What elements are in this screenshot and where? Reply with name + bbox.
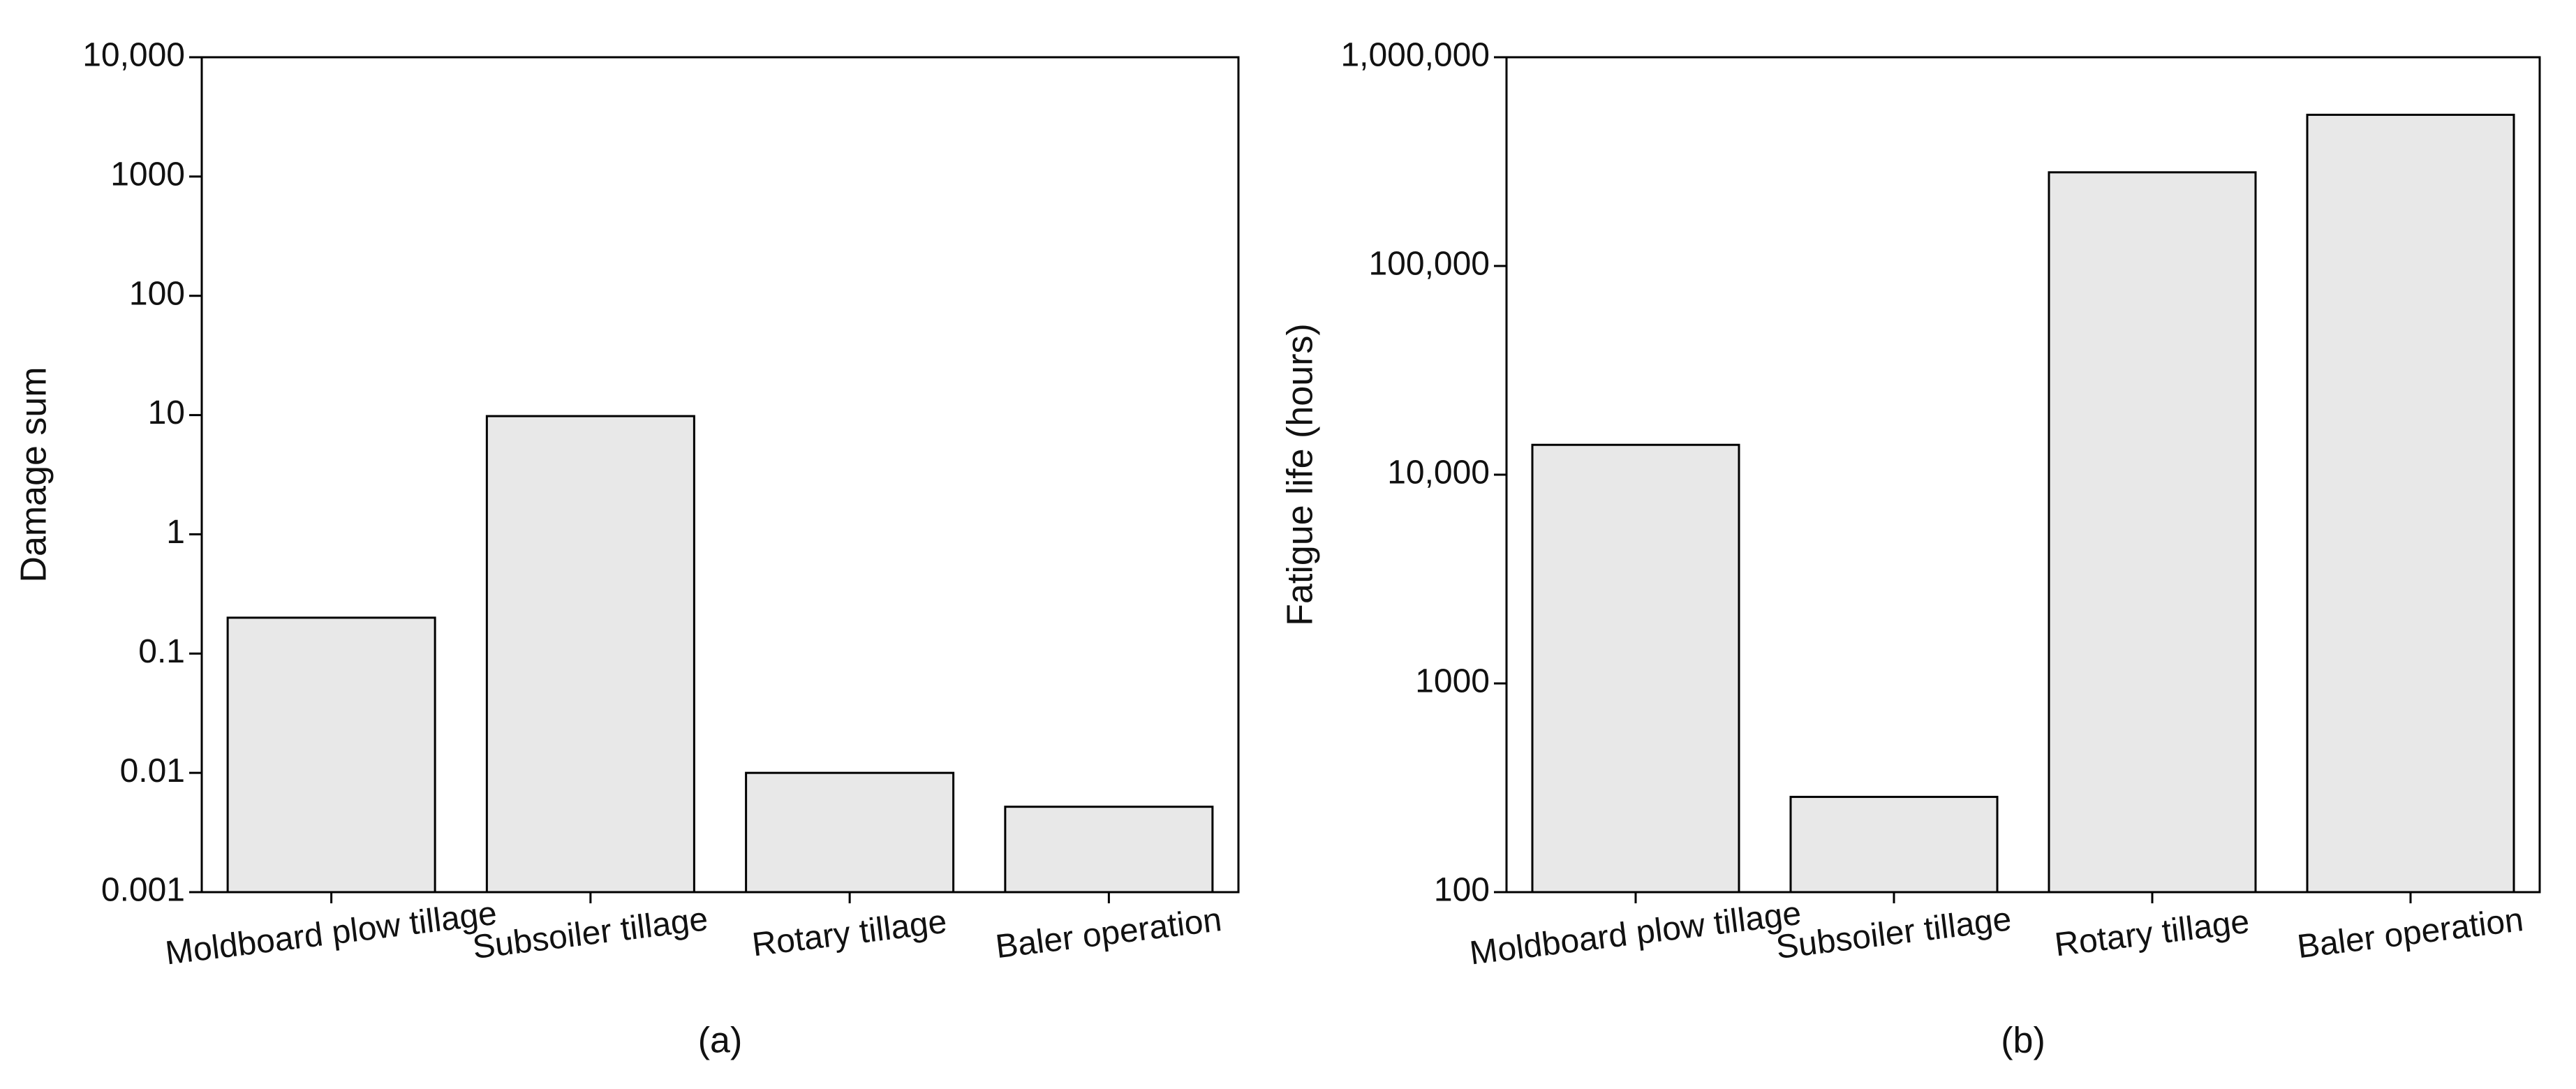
y-tick-label: 10,000: [82, 37, 185, 74]
y-tick-label: 10,000: [1387, 454, 1490, 491]
x-tick-label: Rotary tillage: [2052, 903, 2251, 964]
y-tick-label: 1,000,000: [1340, 37, 1490, 74]
y-tick-label: 1000: [1415, 663, 1490, 700]
y-tick-label: 100: [1434, 872, 1490, 909]
y-tick-label: 10: [148, 394, 185, 431]
plot-frame: [1505, 56, 2541, 894]
x-tick-label: Subsoiler tillage: [1774, 901, 2013, 966]
y-tick-label: 1: [166, 514, 185, 551]
y-tick-label: 0.001: [101, 872, 185, 909]
y-tick-label: 1000: [110, 156, 185, 193]
x-tick-label: Subsoiler tillage: [471, 901, 710, 966]
plot-frame: [200, 56, 1240, 894]
bar: [485, 415, 695, 894]
y-tick-label: 100,000: [1368, 246, 1490, 283]
bar: [1531, 443, 1740, 894]
x-tick-label: Baler operation: [993, 901, 1224, 965]
bar: [745, 771, 955, 894]
caption: (b): [2001, 1021, 2045, 1061]
y-tick-label: 100: [129, 275, 185, 312]
x-tick-label: Moldboard plow tillage: [1467, 895, 1803, 972]
y-tick-label: 0.1: [138, 633, 185, 670]
x-tick-label: Rotary tillage: [750, 903, 949, 964]
y-axis-label: Damage sum: [14, 366, 54, 582]
y-axis-label: Fatigue life (hours): [1280, 323, 1321, 626]
x-tick-label: Baler operation: [2295, 901, 2526, 965]
x-tick-label: Moldboard plow tillage: [163, 895, 499, 972]
bar: [1004, 806, 1214, 894]
bar: [2306, 113, 2515, 894]
bar: [226, 616, 436, 894]
caption: (a): [698, 1021, 743, 1061]
bar: [1789, 796, 1999, 894]
y-tick-label: 0.01: [120, 753, 185, 790]
bar: [2048, 171, 2257, 894]
